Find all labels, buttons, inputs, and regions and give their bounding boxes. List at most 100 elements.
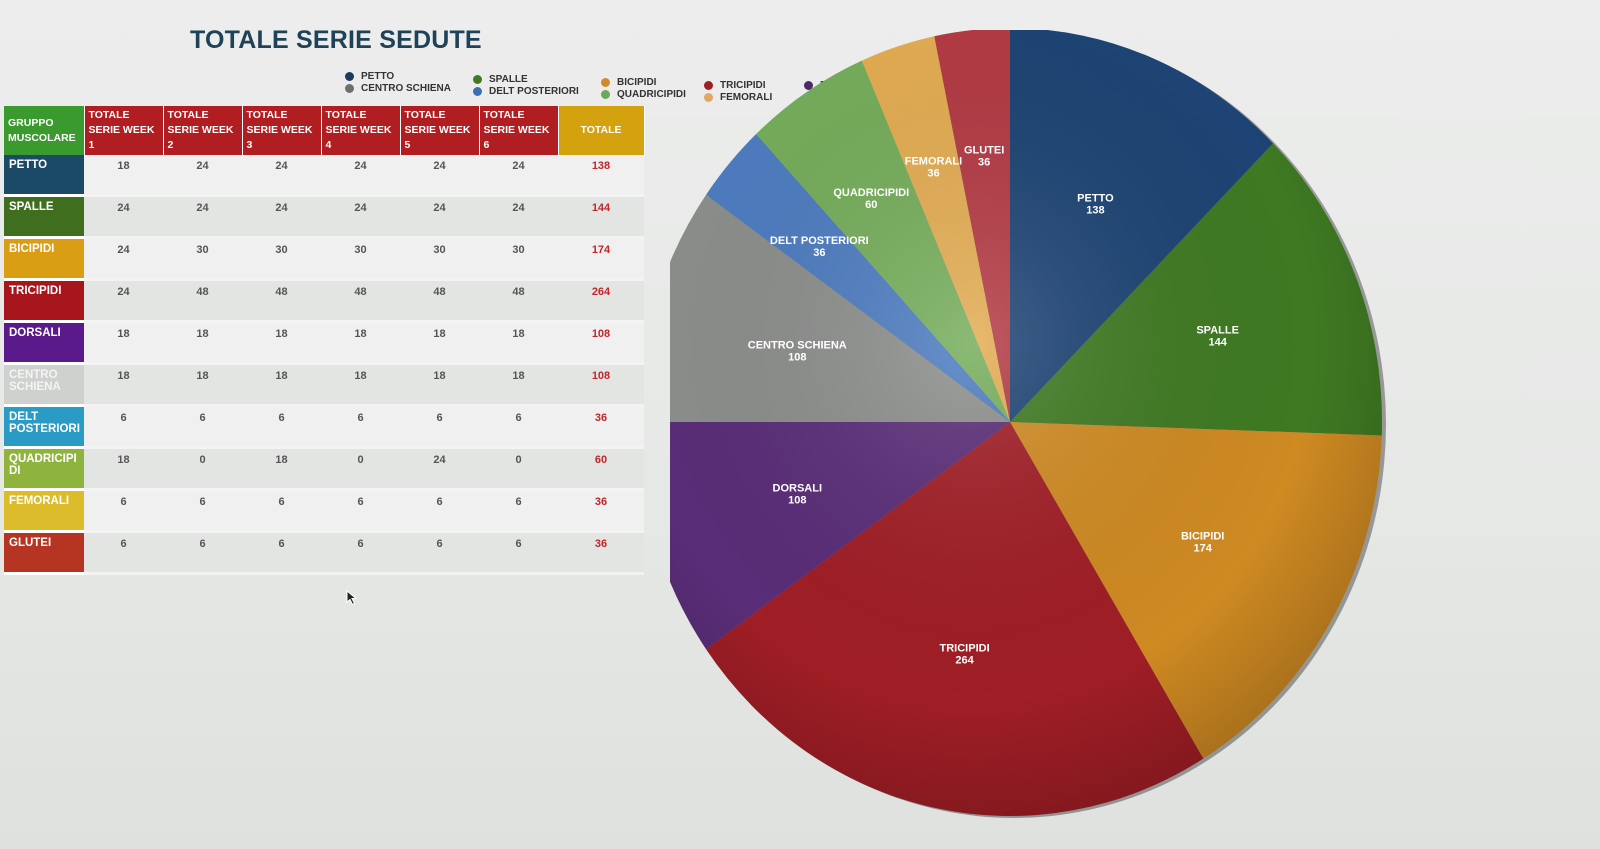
table-row: DELT POSTERIORI 6 6 6 6 6 6 36 (4, 405, 644, 449)
week-3-cell: 18 (242, 363, 321, 407)
week-5-cell: 6 (400, 489, 479, 533)
legend-label: PETTO (361, 70, 395, 82)
total-cell: 108 (558, 363, 644, 407)
column-header-totale-serie-week-4: TOTALE SERIE WEEK 4 (321, 106, 401, 155)
week-1-cell: 24 (84, 279, 163, 323)
legend-label: SPALLE (489, 73, 528, 85)
week-1-cell: 24 (84, 195, 163, 239)
week-1-cell: 24 (84, 237, 163, 281)
week-3-cell: 24 (242, 155, 321, 197)
week-1-cell: 6 (84, 489, 163, 533)
slice-label-dorsali: DORSALI (773, 483, 823, 495)
week-5-cell: 18 (400, 363, 479, 407)
week-6-cell: 0 (479, 447, 558, 491)
legend-item-delt-posteriori: DELT POSTERIORI (473, 85, 601, 97)
week-3-cell: 30 (242, 237, 321, 281)
table-row: GLUTEI 6 6 6 6 6 6 36 (4, 531, 644, 575)
slice-label-centro-schiena: CENTRO SCHIENA (748, 339, 847, 351)
week-3-cell: 6 (242, 489, 321, 533)
column-header-totale-serie-week-1: TOTALE SERIE WEEK 1 (84, 106, 164, 155)
week-5-cell: 6 (400, 531, 479, 575)
week-4-cell: 0 (321, 447, 400, 491)
week-2-cell: 24 (163, 155, 242, 197)
mouse-pointer-icon (346, 590, 358, 606)
legend-swatch-icon (601, 77, 610, 87)
week-2-cell: 0 (163, 447, 242, 491)
week-1-cell: 6 (84, 531, 163, 575)
slice-label-glutei: GLUTEI (964, 144, 1004, 156)
muscle-group-cell: BICIPIDI (4, 237, 84, 281)
slice-label-femorali: FEMORALI (905, 156, 962, 168)
muscle-group-cell: GLUTEI (4, 531, 84, 575)
week-2-cell: 48 (163, 279, 242, 323)
slice-label-quadricipidi: QUADRICIPIDI (833, 187, 909, 199)
legend-label: BICIPIDI (617, 76, 657, 88)
week-2-cell: 6 (163, 405, 242, 449)
total-cell: 264 (558, 279, 644, 323)
week-6-cell: 6 (479, 489, 558, 533)
muscle-group-cell: CENTRO SCHIENA (4, 363, 84, 407)
week-1-cell: 18 (84, 155, 163, 197)
week-2-cell: 6 (163, 489, 242, 533)
column-header-totale-serie-week-5: TOTALE SERIE WEEK 5 (400, 106, 480, 155)
week-2-cell: 6 (163, 531, 242, 575)
week-1-cell: 18 (84, 363, 163, 407)
week-3-cell: 6 (242, 405, 321, 449)
slice-label-petto: PETTO (1077, 193, 1114, 205)
slice-value-femorali: 36 (927, 168, 939, 180)
table-row: SPALLE 24 24 24 24 24 24 144 (4, 195, 644, 239)
slice-label-delt-posteriori: DELT POSTERIORI (770, 235, 869, 247)
slice-value-dorsali: 108 (788, 495, 806, 507)
week-2-cell: 18 (163, 363, 242, 407)
slice-value-delt-posteriori: 36 (813, 247, 825, 259)
muscle-group-cell: DORSALI (4, 321, 84, 365)
week-6-cell: 6 (479, 531, 558, 575)
week-3-cell: 6 (242, 531, 321, 575)
column-header-gruppo-muscolare: GRUPPO MUSCOLARE (4, 106, 85, 155)
slice-label-spalle: SPALLE (1196, 324, 1239, 336)
week-4-cell: 18 (321, 321, 400, 365)
legend-label: DELT POSTERIORI (489, 85, 579, 97)
muscle-group-cell: PETTO (4, 155, 84, 197)
week-6-cell: 24 (479, 195, 558, 239)
legend-item-quadricipidi: QUADRICIPIDI (601, 88, 704, 100)
week-4-cell: 6 (321, 531, 400, 575)
week-3-cell: 24 (242, 195, 321, 239)
table-row: CENTRO SCHIENA 18 18 18 18 18 18 108 (4, 363, 644, 407)
week-2-cell: 18 (163, 321, 242, 365)
slice-label-bicipidi: BICIPIDI (1181, 530, 1224, 542)
week-4-cell: 24 (321, 155, 400, 197)
legend-label: CENTRO SCHIENA (361, 82, 452, 94)
week-4-cell: 30 (321, 237, 400, 281)
slice-value-petto: 138 (1086, 205, 1104, 217)
slice-value-tricipidi: 264 (955, 654, 974, 666)
week-4-cell: 18 (321, 363, 400, 407)
muscle-group-cell: DELT POSTERIORI (4, 405, 84, 449)
week-2-cell: 30 (163, 237, 242, 281)
total-cell: 36 (558, 405, 644, 449)
page-title: TOTALE SERIE SEDUTE (190, 26, 482, 54)
column-header-totale-serie-week-3: TOTALE SERIE WEEK 3 (242, 106, 322, 155)
total-cell: 174 (558, 237, 644, 281)
column-header-totale-serie-week-2: TOTALE SERIE WEEK 2 (163, 106, 243, 155)
week-6-cell: 6 (479, 405, 558, 449)
week-4-cell: 6 (321, 489, 400, 533)
week-2-cell: 24 (163, 195, 242, 239)
slice-value-bicipidi: 174 (1193, 542, 1212, 554)
week-6-cell: 30 (479, 237, 558, 281)
week-5-cell: 48 (400, 279, 479, 323)
slice-value-centro-schiena: 108 (788, 351, 806, 363)
total-cell: 36 (558, 531, 644, 575)
table-row: BICIPIDI 24 30 30 30 30 30 174 (4, 237, 644, 281)
legend-item-spalle: SPALLE (473, 73, 601, 85)
week-4-cell: 24 (321, 195, 400, 239)
week-5-cell: 6 (400, 405, 479, 449)
week-3-cell: 48 (242, 279, 321, 323)
week-5-cell: 24 (400, 447, 479, 491)
week-6-cell: 48 (479, 279, 558, 323)
table-header-row: GRUPPO MUSCOLARE TOTALE SERIE WEEK 1 TOTAL… (4, 106, 645, 155)
slice-value-spalle: 144 (1208, 336, 1227, 348)
total-cell: 108 (558, 321, 644, 365)
total-cell: 144 (558, 195, 644, 239)
